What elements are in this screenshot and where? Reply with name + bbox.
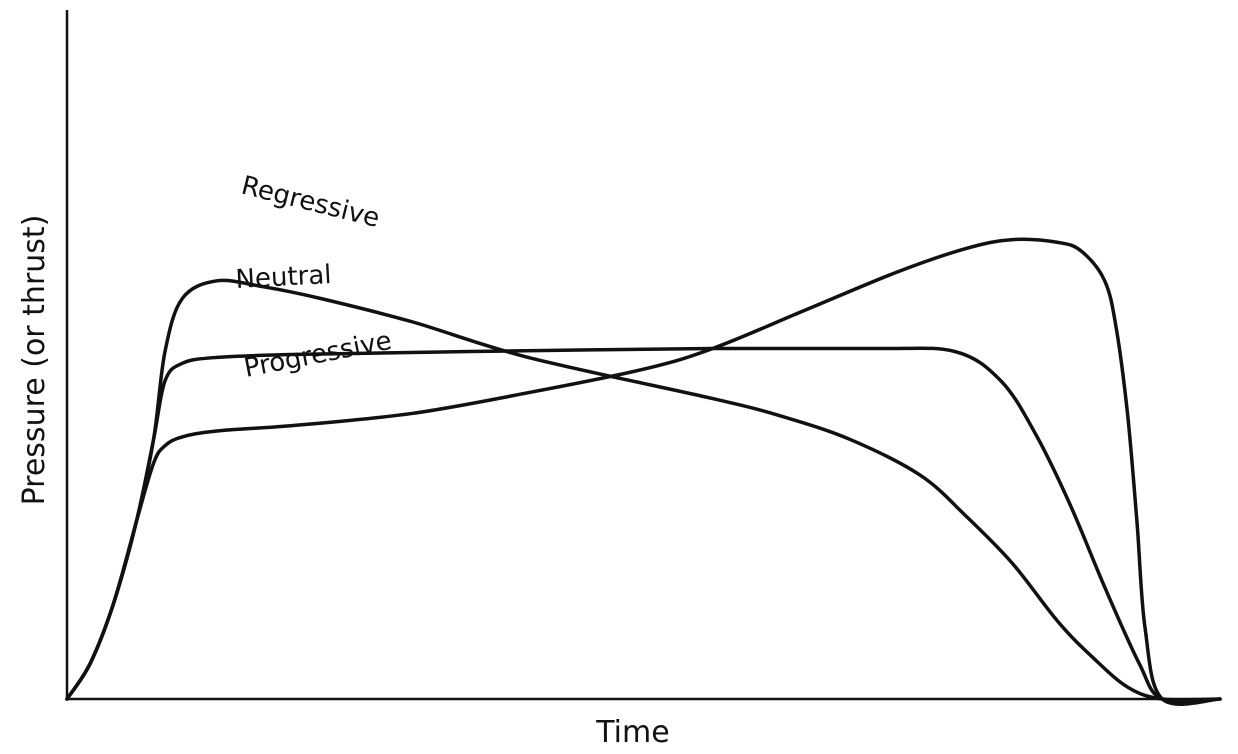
curves-group bbox=[65, 237, 1222, 706]
neutral-curve bbox=[65, 346, 1222, 704]
x-axis-label: Time bbox=[595, 715, 669, 750]
regressive-curve bbox=[65, 278, 1222, 702]
progressive-curve bbox=[65, 237, 1222, 706]
progressive-label: Progressive bbox=[242, 326, 395, 384]
regressive-label: Regressive bbox=[238, 171, 382, 234]
neutral-label: Neutral bbox=[235, 260, 332, 295]
y-axis-label: Pressure (or thrust) bbox=[17, 215, 52, 506]
